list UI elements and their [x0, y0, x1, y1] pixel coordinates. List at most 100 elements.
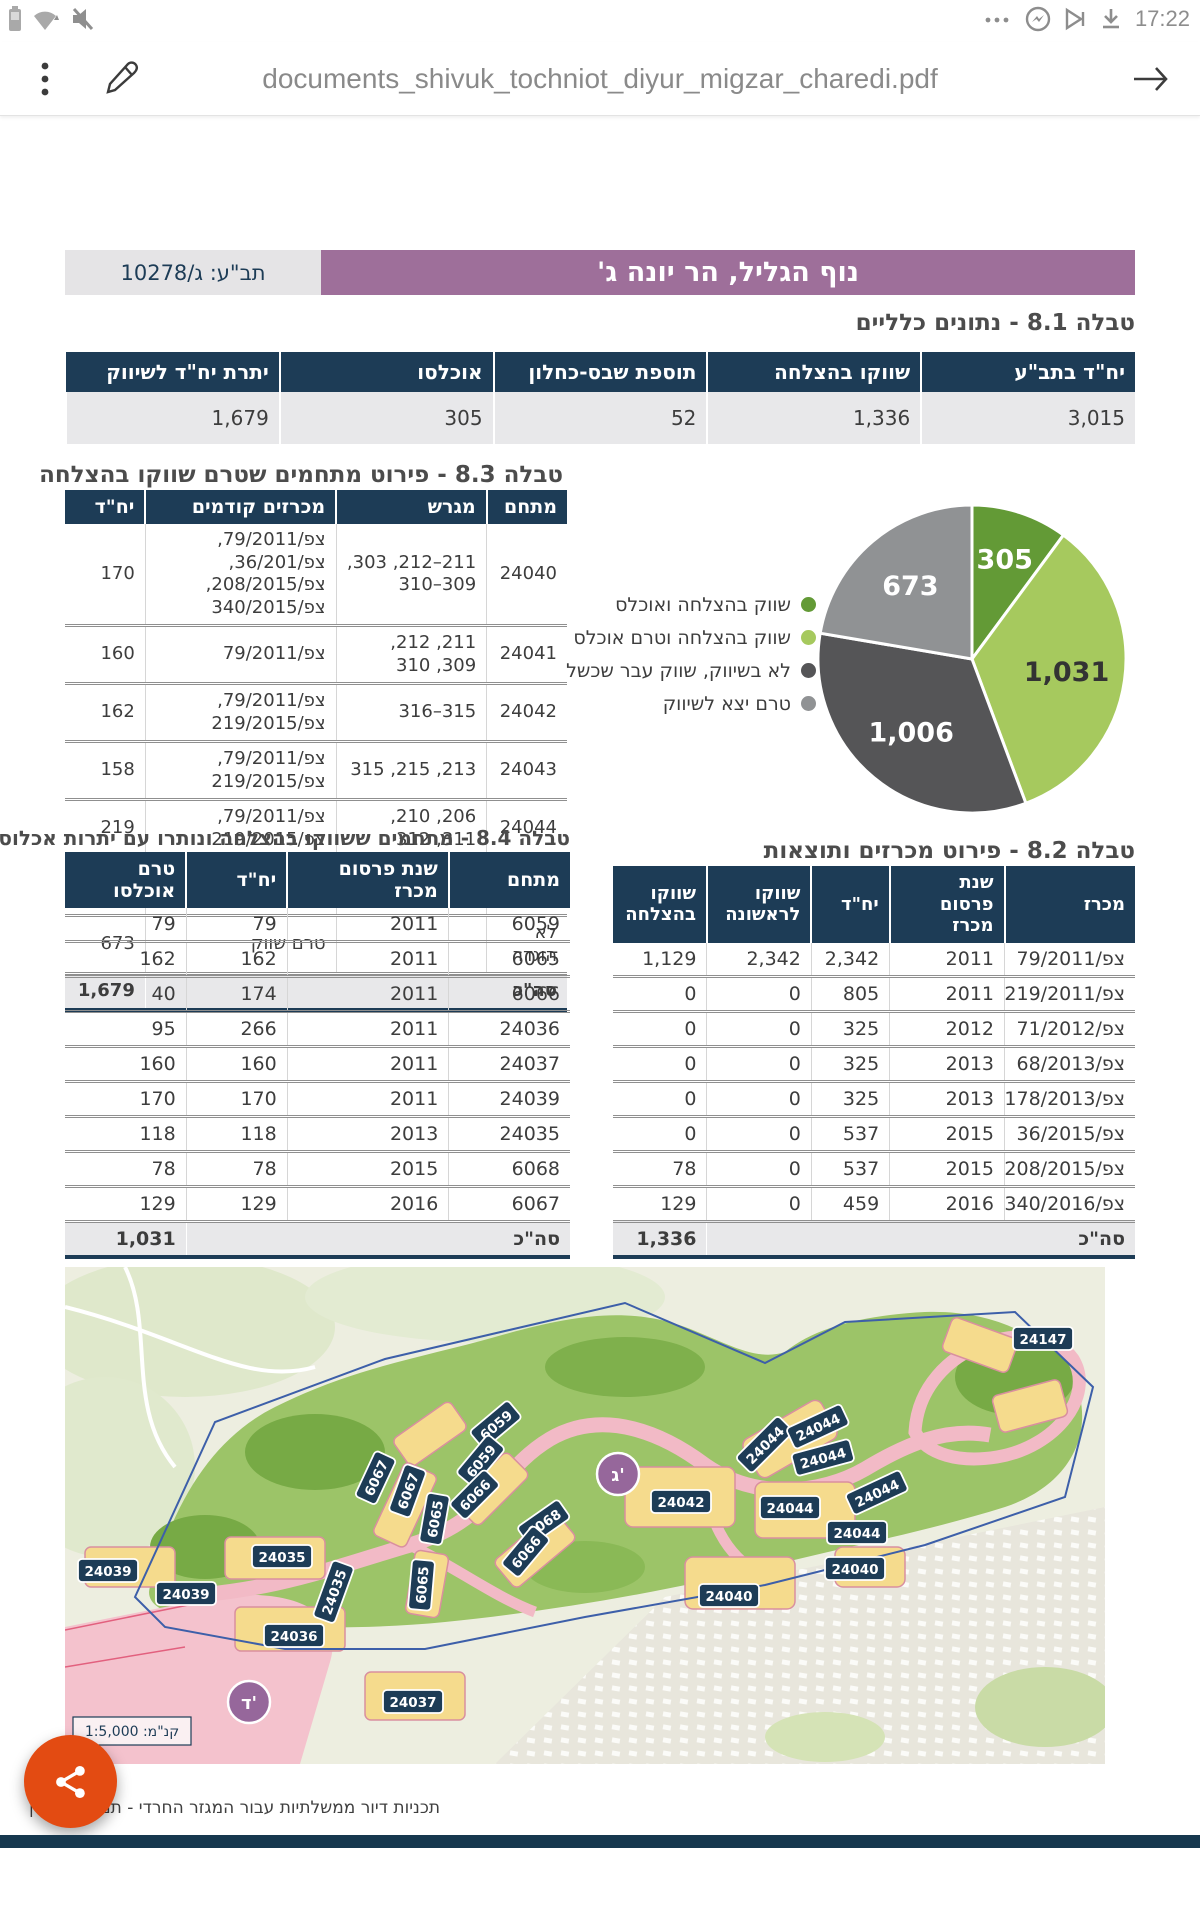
- map-parcel-badge: 24036: [263, 1623, 325, 1648]
- column-header: אוכלסו: [278, 352, 494, 392]
- menu-kebab-icon[interactable]: [36, 56, 54, 102]
- download-done-icon: [1102, 9, 1119, 29]
- map-zone-label: ג': [611, 1465, 625, 1486]
- map-parcel-badge: 24039: [155, 1581, 217, 1606]
- map-parcel-badge: 24147: [1012, 1326, 1074, 1351]
- plan-banner: נוף הגליל, הר יונה ג' תב"ע: ג/10278: [65, 250, 1135, 295]
- plan-map: 24147 6059 6059 6067 6067 6066 6065 6068 6066 606…: [15, 1252, 1115, 1764]
- table-row: צפ/68/2013 2013 325 0 0: [613, 1046, 1135, 1083]
- share-icon: [55, 1765, 85, 1798]
- marketed-with-occupancy-remainder-table: מתחם שנת פרסום מכרז יח"ד טרם אוכלסו 6059 2011…: [65, 852, 570, 1259]
- map-badge-label: 24044: [834, 1526, 881, 1542]
- legend-item: שווק בהצלחה וטרם אוכלס: [468, 621, 816, 654]
- table-row: 6059 2011 79 79: [65, 908, 570, 943]
- map-parcel-badge: 24040: [824, 1556, 886, 1581]
- table-row: צפ/71/2012 2012 325 0 0: [613, 1011, 1135, 1048]
- general-data-table: יח"ד בתב"ע שווקו בהצלחה תוספת שבס-כחלון אוכ…: [65, 352, 1135, 444]
- pie-slice: [970, 532, 1128, 806]
- android-nav-bar: [0, 1848, 1200, 1920]
- map-parcel-badge: 24039: [77, 1558, 139, 1583]
- table-8-1-title: טבלה 8.1 - נתונים כלליים: [855, 310, 1135, 336]
- pie-value-label: 673: [882, 571, 938, 602]
- page-footer-text: תכניות דיור ממשלתיות עבור המגזר החרדי - …: [28, 1798, 440, 1818]
- map-parcel-badge: 24042: [650, 1489, 712, 1514]
- table-row: 3,015 1,336 52 305 1,679: [65, 392, 1135, 444]
- edit-icon[interactable]: [98, 56, 142, 102]
- column-header: מכרזים קודמים: [144, 490, 337, 524]
- pie-legend: שווק בהצלחה ואוכלס שווק בהצלחה וטרם אוכלס…: [468, 588, 816, 720]
- map-badge-label: 24039: [163, 1587, 210, 1603]
- map-scale-label: קנ"מ: 1:5,000: [85, 1724, 179, 1740]
- map-badge-label: 24035: [259, 1550, 306, 1566]
- map-parcel-badge: 24037: [382, 1689, 444, 1714]
- legend-dot-icon: [801, 696, 816, 711]
- legend-item: שווק בהצלחה ואוכלס: [468, 588, 816, 621]
- table-row: 24043 213, 215, 315 צפ/79/2011, צפ/219/201…: [65, 741, 567, 801]
- table-row: 6066 2011 174 40: [65, 976, 570, 1013]
- column-header: יח"ד: [810, 866, 890, 943]
- table-row: 24037 2011 160 160: [65, 1046, 570, 1083]
- mute-icon: [72, 7, 94, 31]
- legend-dot-icon: [801, 630, 816, 645]
- forward-arrow-icon[interactable]: [1128, 56, 1174, 102]
- table-row: 24040 211–212, 303, 309–310 צפ/79/2011, צפ…: [65, 524, 567, 627]
- status-bar: 17:22: [0, 0, 1200, 42]
- column-header: שווקו בהצלחה: [613, 866, 707, 943]
- total-row: סה"כ 1,031: [65, 1221, 570, 1259]
- map-zone-marker: ד': [226, 1679, 272, 1725]
- clock: 17:22: [1134, 6, 1190, 31]
- legend-dot-icon: [801, 597, 816, 612]
- column-header: מכרז: [1003, 866, 1135, 943]
- table-row: 6067 2016 129 129: [65, 1186, 570, 1223]
- column-header: יח"ד בתב"ע: [920, 352, 1135, 392]
- legend-item: טרם יצא לשיווק: [468, 687, 816, 720]
- column-header: מתחם: [447, 852, 570, 908]
- map-badge-label: 24039: [85, 1564, 132, 1580]
- table-row: 6068 2015 78 78: [65, 1151, 570, 1188]
- table-row: 24035 2013 118 118: [65, 1116, 570, 1153]
- map-plan-boundary: [133, 1301, 1095, 1650]
- pdf-viewer-toolbar: documents_shivuk_tochniot_diyur_migzar_c…: [0, 42, 1200, 116]
- pie-value-label: 1,006: [868, 718, 953, 749]
- legend-item: לא בשיווק, שווק עבר שכשל: [468, 654, 816, 687]
- messenger-icon: [1025, 6, 1051, 32]
- column-header: מגרש: [335, 490, 487, 524]
- column-header: יח"ד: [65, 490, 146, 524]
- column-header: שנת פרסום מכרז: [286, 852, 449, 908]
- map-parcel-badge: 24044: [759, 1495, 821, 1520]
- map-parcel-badge: 6067: [388, 1463, 427, 1519]
- legend-label: שווק בהצלחה ואוכלס: [615, 593, 791, 616]
- table-row: 6065 2011 162 162: [65, 941, 570, 978]
- pie-slice: [970, 503, 1066, 664]
- table-row: 24042 315–316 צפ/79/2011, צפ/219/2015 162: [65, 683, 567, 743]
- map-parcel-badge: 24035: [251, 1544, 313, 1569]
- total-row: סה"כ 1,336: [613, 1221, 1135, 1259]
- pie-value-label: 305: [977, 545, 1033, 576]
- map-zone-label: ד': [241, 1693, 257, 1714]
- map-badge-label: 24042: [658, 1495, 705, 1511]
- legend-label: לא בשיווק, שווק עבר שכשל: [566, 659, 791, 682]
- map-parcel-badge: 6065: [418, 1492, 451, 1546]
- legend-dot-icon: [801, 663, 816, 678]
- column-header: שנת פרסום מכרז: [888, 866, 1005, 943]
- map-parcel-badge: 24044: [790, 1438, 855, 1477]
- table-8-3-title: טבלה 8.3 - פירוט מתחמים שטרם שווקו בהצלח…: [39, 462, 563, 488]
- table-row: צפ/79/2011 2011 2,342 2,342 1,129: [613, 942, 1135, 978]
- column-header: תוספת שבס-כחלון: [492, 352, 708, 392]
- map-zone-marker: ג': [595, 1451, 641, 1497]
- plan-reference: תב"ע: ג/10278: [65, 250, 321, 295]
- pie-value-label: 1,031: [1024, 657, 1109, 688]
- map-badge-label: 24147: [1020, 1332, 1067, 1348]
- table-row: 24039 2011 170 170: [65, 1081, 570, 1118]
- column-header: שווקו בהצלחה: [706, 352, 922, 392]
- map-badge-label: 24037: [390, 1695, 437, 1711]
- map-badge-label: 6065: [425, 1499, 447, 1539]
- share-button[interactable]: [24, 1735, 117, 1828]
- table-row: 24044 206, 210, 311, 312 צפ/79/2011, צפ/21…: [65, 799, 567, 859]
- map-parcel-badge: 24040: [698, 1583, 760, 1608]
- legend-label: טרם יצא לשיווק: [662, 692, 791, 715]
- map-badge-label: 24040: [832, 1562, 879, 1578]
- document-filename: documents_shivuk_tochniot_diyur_migzar_c…: [262, 62, 938, 94]
- wifi-icon: [34, 11, 59, 30]
- plan-title: נוף הגליל, הר יונה ג': [321, 250, 1135, 295]
